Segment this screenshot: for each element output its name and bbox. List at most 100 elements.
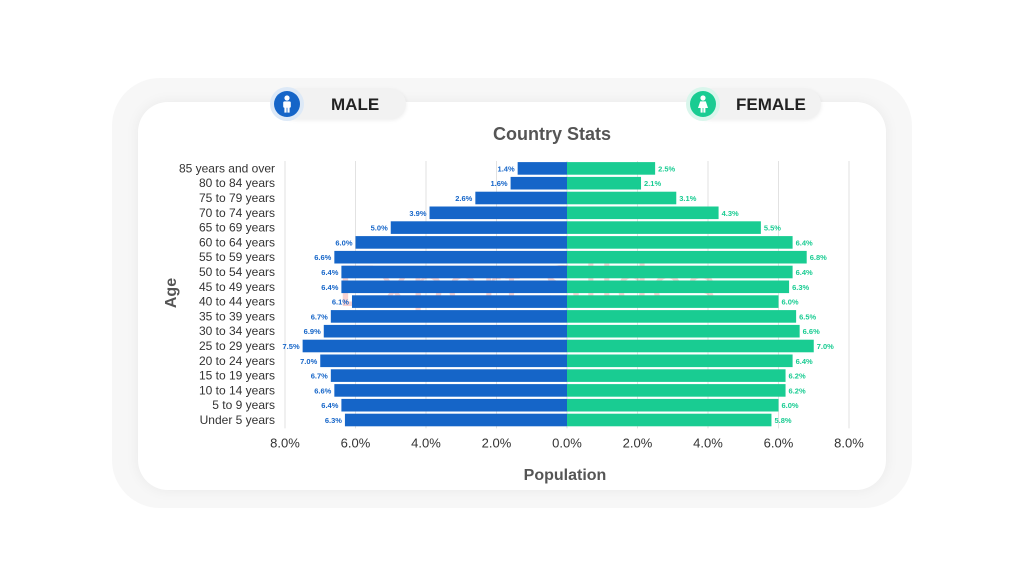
- male-bar: [341, 280, 567, 294]
- female-bar: [567, 176, 642, 190]
- male-bar: [390, 221, 567, 234]
- male-value-label: 6.0%: [335, 238, 352, 247]
- female-value-label: 6.0%: [782, 298, 799, 307]
- male-bar: [510, 176, 567, 190]
- male-bar: [475, 191, 567, 205]
- female-bar: [567, 413, 772, 427]
- male-bar: [429, 206, 567, 220]
- male-bar: [355, 236, 567, 249]
- male-value-label: 6.4%: [321, 283, 338, 292]
- female-value-label: 3.1%: [679, 194, 696, 203]
- male-value-label: 1.6%: [490, 179, 507, 188]
- x-axis-label: Population: [524, 467, 607, 484]
- male-bar: [320, 354, 567, 368]
- male-value-label: 1.4%: [498, 164, 515, 173]
- x-tick-label: 4.0%: [411, 435, 441, 450]
- age-category-label: 5 to 9 years: [212, 398, 275, 412]
- female-value-label: 5.5%: [764, 224, 781, 233]
- female-value-label: 6.8%: [810, 253, 827, 262]
- age-category-label: 65 to 69 years: [199, 221, 275, 235]
- female-bar: [567, 384, 786, 397]
- male-value-label: 7.0%: [300, 357, 317, 366]
- male-bar: [344, 413, 567, 427]
- female-value-label: 6.4%: [796, 238, 813, 247]
- female-value-label: 6.5%: [799, 312, 816, 321]
- y-axis-label: Age: [163, 278, 180, 308]
- female-value-label: 5.8%: [774, 416, 791, 425]
- female-bar: [567, 265, 793, 279]
- male-value-label: 6.7%: [311, 372, 328, 381]
- x-tick-label: 6.0%: [764, 435, 794, 450]
- male-bar: [334, 384, 567, 397]
- male-value-label: 6.7%: [311, 312, 328, 321]
- male-value-label: 2.6%: [455, 194, 472, 203]
- male-bar: [334, 250, 567, 264]
- male-bar: [341, 265, 567, 279]
- male-legend-label: MALE: [331, 95, 380, 114]
- x-tick-label: 8.0%: [834, 435, 864, 450]
- age-category-label: 60 to 64 years: [199, 235, 275, 249]
- age-category-label: 55 to 59 years: [199, 250, 275, 264]
- female-value-label: 6.4%: [796, 268, 813, 277]
- female-bar: [567, 236, 793, 249]
- female-value-label: 6.2%: [789, 386, 806, 395]
- x-tick-label: 6.0%: [341, 435, 371, 450]
- female-value-label: 6.3%: [792, 283, 809, 292]
- female-bar: [567, 162, 656, 175]
- female-value-label: 2.5%: [658, 164, 675, 173]
- male-value-label: 7.5%: [283, 342, 300, 351]
- age-category-label: 75 to 79 years: [199, 191, 275, 205]
- age-category-label: 15 to 19 years: [199, 369, 275, 383]
- age-category-label: 85 years and over: [179, 161, 275, 175]
- age-category-label: 70 to 74 years: [199, 206, 275, 220]
- male-value-label: 6.4%: [321, 268, 338, 277]
- male-value-label: 6.3%: [325, 416, 342, 425]
- female-bar: [567, 221, 761, 234]
- female-bar: [567, 310, 797, 323]
- female-value-label: 6.2%: [789, 372, 806, 381]
- male-value-label: 6.6%: [314, 253, 331, 262]
- male-bar: [330, 369, 567, 382]
- female-bar: [567, 354, 793, 368]
- female-legend-label: FEMALE: [736, 95, 806, 114]
- male-bar: [323, 324, 567, 338]
- chart-title: Country Stats: [493, 124, 611, 144]
- female-value-label: 6.6%: [803, 327, 820, 336]
- x-tick-label: 0.0%: [552, 435, 582, 450]
- age-category-label: 25 to 29 years: [199, 339, 275, 353]
- x-tick-label: 8.0%: [270, 435, 300, 450]
- x-tick-label: 4.0%: [693, 435, 723, 450]
- female-bar: [567, 206, 719, 220]
- age-category-label: Under 5 years: [200, 413, 275, 427]
- male-value-label: 5.0%: [371, 224, 388, 233]
- x-tick-label: 2.0%: [482, 435, 512, 450]
- male-value-label: 6.1%: [332, 298, 349, 307]
- age-category-label: 35 to 39 years: [199, 309, 275, 323]
- male-value-label: 6.6%: [314, 386, 331, 395]
- male-value-label: 6.4%: [321, 401, 338, 410]
- female-value-label: 7.0%: [817, 342, 834, 351]
- male-person-icon: [283, 95, 291, 113]
- age-category-label: 10 to 14 years: [199, 383, 275, 397]
- age-category-label: 20 to 24 years: [199, 354, 275, 368]
- age-category-label: 45 to 49 years: [199, 280, 275, 294]
- female-bar: [567, 369, 786, 382]
- age-category-label: 40 to 44 years: [199, 295, 275, 309]
- age-category-label: 50 to 54 years: [199, 265, 275, 279]
- female-value-label: 6.0%: [782, 401, 799, 410]
- male-bar: [341, 398, 567, 412]
- male-badge: [270, 87, 304, 121]
- male-bar: [330, 310, 567, 323]
- female-bar: [567, 250, 807, 264]
- male-bar: [302, 339, 567, 353]
- female-bar: [567, 280, 790, 294]
- female-value-label: 2.1%: [644, 179, 661, 188]
- male-value-label: 6.9%: [304, 327, 321, 336]
- female-bar: [567, 339, 814, 353]
- male-bar: [517, 162, 567, 175]
- male-bar: [351, 295, 567, 308]
- age-category-label: 30 to 34 years: [199, 324, 275, 338]
- x-tick-label: 2.0%: [623, 435, 653, 450]
- male-value-label: 3.9%: [409, 209, 426, 218]
